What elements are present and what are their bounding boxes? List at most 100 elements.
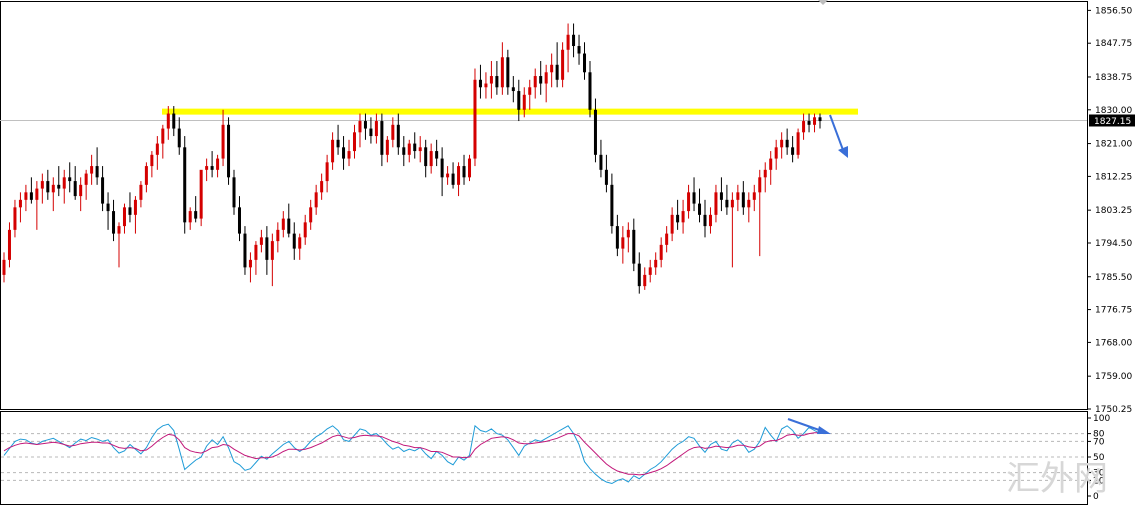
candle-body (429, 151, 433, 167)
candle-body (517, 91, 521, 110)
oscillator-axis-label: 100 (1093, 414, 1110, 424)
candle-body (818, 117, 822, 122)
candle-body (725, 199, 729, 208)
candle-body (769, 158, 773, 170)
candle-body (62, 177, 66, 189)
candle-body (133, 199, 137, 215)
candle-body (566, 34, 570, 50)
price-axis-label: 1794.50 (1095, 239, 1132, 249)
candle-body (166, 113, 170, 129)
price-axis-label: 1847.75 (1095, 39, 1132, 49)
candle-body (106, 203, 110, 212)
candle-body (122, 207, 126, 227)
candle-body (73, 181, 77, 197)
candle-body (785, 139, 789, 148)
candle-body (325, 162, 329, 182)
candle-body (2, 259, 6, 275)
candle-body (13, 207, 17, 230)
candle-body (79, 184, 83, 197)
candle-body (40, 181, 44, 189)
oscillator-axis-label: 50 (1093, 453, 1105, 463)
oscillator-fast-line (3, 423, 821, 485)
candle-body (155, 143, 159, 155)
candle-body (51, 184, 55, 193)
candle-body (610, 184, 614, 227)
candle-body (758, 177, 762, 193)
candle-body (112, 211, 116, 234)
candle-body (708, 214, 712, 227)
candle-body (659, 244, 663, 260)
candle-body (698, 203, 702, 215)
candle-body (462, 166, 466, 178)
candle-body (265, 237, 269, 260)
candle-body (807, 121, 811, 125)
candle-body (194, 211, 198, 219)
candle-body (391, 124, 395, 140)
candle-body (577, 46, 581, 54)
candle-body (199, 169, 203, 219)
candle-body (363, 121, 367, 129)
candle-body (511, 87, 515, 92)
candle-body (281, 218, 285, 230)
oscillator-slow-line (3, 432, 820, 476)
candle-body (205, 166, 209, 170)
candle-body (227, 124, 231, 178)
candle-body (210, 166, 214, 170)
candle-body (736, 192, 740, 200)
candle-body (254, 244, 258, 260)
candle-body (561, 49, 565, 80)
candle-body (599, 154, 603, 170)
candle-body (774, 147, 778, 159)
candle-body (665, 233, 669, 245)
candle-body (380, 121, 384, 155)
candle-body (336, 139, 340, 148)
candle-body (237, 207, 241, 234)
candle-body (813, 117, 817, 125)
candle-body (544, 72, 548, 84)
candle-body (457, 166, 461, 185)
candle-body (177, 128, 181, 148)
candle-body (615, 226, 619, 249)
candle-body (68, 177, 72, 182)
candle-body (46, 181, 50, 193)
candle-body (780, 139, 784, 148)
candle-body (24, 192, 28, 200)
price-axis-label: 1768.00 (1095, 338, 1132, 348)
price-axis-label: 1759.00 (1095, 372, 1132, 382)
candle-body (320, 181, 324, 193)
candle-body (396, 124, 400, 148)
candle-body (35, 188, 39, 200)
candle-body (473, 79, 477, 159)
candle-body (29, 192, 33, 200)
candle-body (84, 173, 88, 185)
candle-body (292, 233, 296, 249)
candle-body (528, 87, 532, 95)
candle-body (352, 132, 357, 152)
candle-body (522, 94, 526, 110)
candle-body (216, 158, 220, 170)
candle-body (604, 169, 608, 185)
price-axis-label: 1838.75 (1095, 73, 1132, 83)
candle-body (495, 76, 499, 88)
candle-body (188, 211, 192, 223)
candle-body (643, 274, 647, 287)
oscillator-arrow-icon (787, 418, 831, 434)
candle-body (593, 109, 597, 155)
candle-body (632, 229, 636, 264)
oscillator-axis-label: 0 (1093, 492, 1099, 502)
oscillator-axis-label: 80 (1093, 430, 1105, 440)
projection-arrow-icon (829, 114, 848, 158)
candle-body (747, 199, 751, 208)
candle-body (7, 229, 11, 260)
candle-body (101, 177, 105, 204)
price-axis-label: 1830.00 (1095, 106, 1132, 116)
candle-body (287, 218, 291, 234)
candle-body (385, 139, 389, 155)
candle-body (714, 192, 718, 215)
price-axis-label: 1856.50 (1095, 6, 1132, 16)
candle-body (117, 226, 121, 234)
candle-body (342, 147, 346, 159)
candle-body (741, 192, 745, 208)
candle-body (763, 169, 767, 178)
candle-body (478, 79, 482, 88)
